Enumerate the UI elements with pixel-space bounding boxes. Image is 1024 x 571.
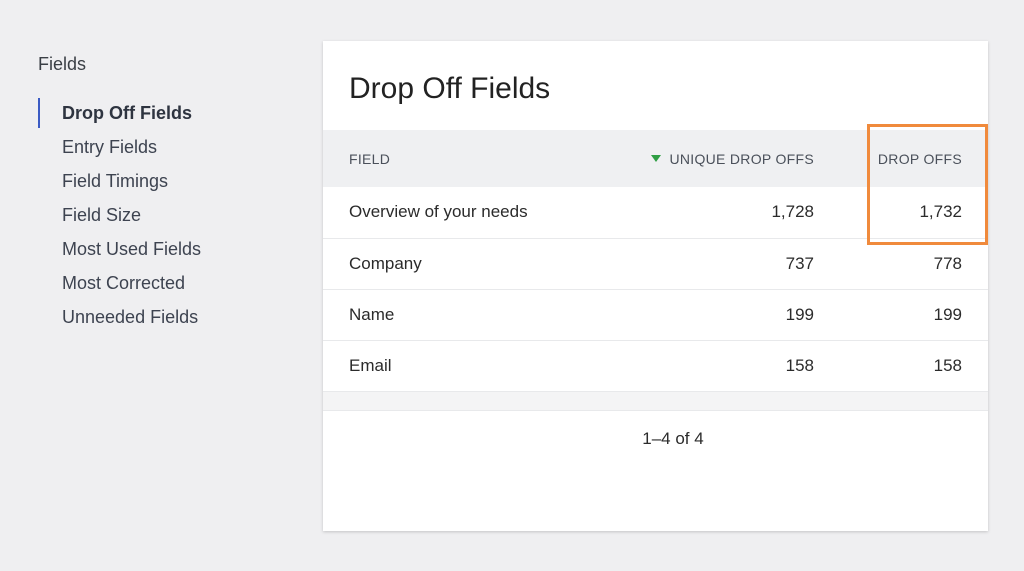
cell-drop-offs: 778 — [933, 253, 962, 273]
cell-drop-offs: 158 — [933, 355, 962, 375]
sidebar-heading: Fields — [38, 54, 87, 74]
sidebar-nav: Drop Off Fields Entry Fields Field Timin… — [38, 96, 298, 334]
pagination-info: 1–4 of 4 — [642, 429, 704, 448]
table-footer-divider — [323, 392, 988, 411]
sidebar-item-most-used-fields[interactable]: Most Used Fields — [62, 239, 202, 259]
cell-field: Overview of your needs — [349, 202, 528, 222]
cell-unique-drop-offs: 158 — [785, 355, 814, 375]
cell-drop-offs: 1,732 — [919, 202, 962, 222]
column-header-drop-offs[interactable]: DROP OFFS — [877, 150, 962, 167]
sidebar-item-field-size[interactable]: Field Size — [62, 205, 142, 225]
sidebar-item-field-timings[interactable]: Field Timings — [62, 171, 169, 191]
table-row[interactable]: Company 737 778 — [323, 238, 988, 289]
cell-field: Name — [349, 304, 395, 324]
drop-off-table: FIELD UNIQUE DROP OFFS DROP OFFS Overvie… — [323, 130, 988, 392]
cell-field: Email — [349, 355, 392, 375]
table-row[interactable]: Name 199 199 — [323, 289, 988, 340]
cell-unique-drop-offs: 1,728 — [771, 202, 814, 222]
sidebar-item-drop-off-fields[interactable]: Drop Off Fields — [38, 96, 298, 130]
sidebar-item-unneeded-fields[interactable]: Unneeded Fields — [62, 307, 199, 327]
sort-down-icon — [651, 155, 662, 163]
sidebar: Fields Drop Off Fields Entry Fields Fiel… — [38, 52, 298, 334]
cell-field: Company — [349, 253, 422, 273]
cell-unique-drop-offs: 199 — [785, 304, 814, 324]
table-row[interactable]: Overview of your needs 1,728 1,732 — [323, 187, 988, 238]
card-title: Drop Off Fields — [349, 72, 551, 105]
report-card: Drop Off Fields FIELD UNIQUE DROP OFFS D… — [323, 41, 988, 531]
sidebar-item-most-corrected[interactable]: Most Corrected — [62, 273, 186, 293]
cell-unique-drop-offs: 737 — [785, 253, 814, 273]
column-header-unique-drop-offs[interactable]: UNIQUE DROP OFFS — [600, 130, 814, 187]
table-header-row: FIELD UNIQUE DROP OFFS DROP OFFS — [323, 130, 988, 187]
column-header-field[interactable]: FIELD — [349, 150, 391, 167]
column-header-unique-label: UNIQUE DROP OFFS — [669, 150, 814, 167]
table-row[interactable]: Email 158 158 — [323, 340, 988, 391]
cell-drop-offs: 199 — [933, 304, 962, 324]
sidebar-item-entry-fields[interactable]: Entry Fields — [62, 137, 158, 157]
